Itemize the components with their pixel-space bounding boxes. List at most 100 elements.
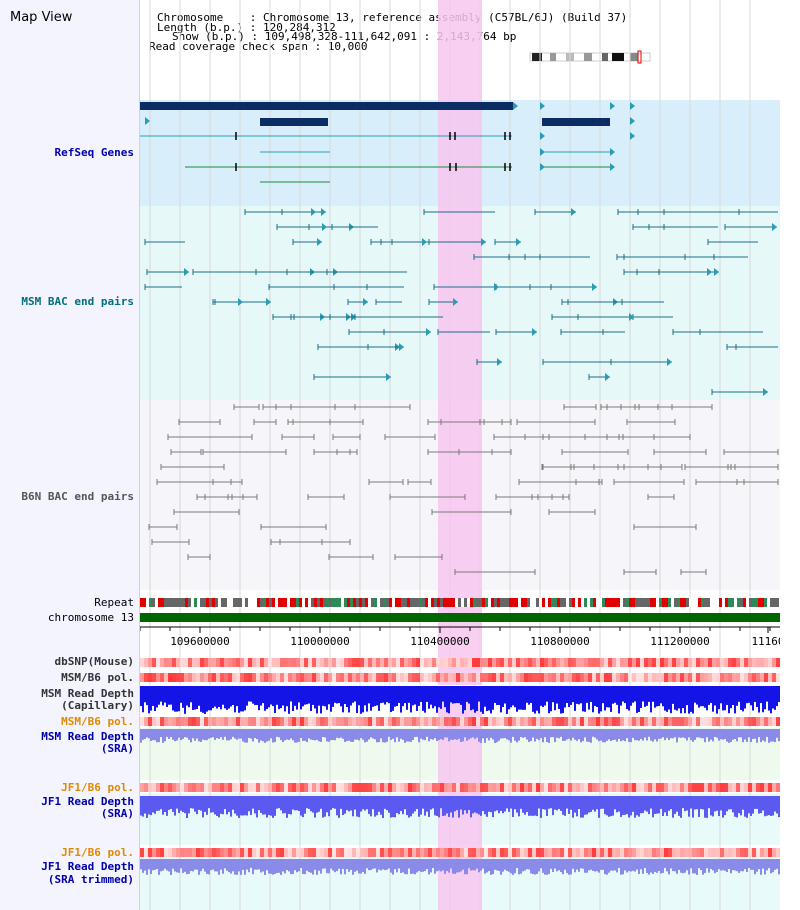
heat-cell xyxy=(540,658,544,667)
jf1-b6-pol-2-label[interactable]: JF1/B6 pol. xyxy=(61,846,134,859)
msm-bac-label[interactable]: MSM BAC end pairs xyxy=(21,295,134,308)
dbsnp-label[interactable]: dbSNP(Mouse) xyxy=(54,655,134,668)
depth-bar xyxy=(560,796,562,811)
heat-cell xyxy=(380,717,384,726)
heat-cell xyxy=(256,673,260,682)
depth-bar xyxy=(774,729,776,743)
depth-bar xyxy=(638,686,640,712)
heat-cell xyxy=(456,658,460,667)
depth-bar xyxy=(366,796,368,810)
repeat-cell xyxy=(353,598,356,607)
depth-bar xyxy=(608,796,610,817)
depth-bar xyxy=(642,729,644,741)
depth-bar xyxy=(374,859,376,869)
depth-bar xyxy=(706,729,708,738)
depth-bar xyxy=(736,859,738,872)
heat-cell xyxy=(208,673,212,682)
jf1-depth-sra-label[interactable]: JF1 Read Depth xyxy=(41,795,134,808)
depth-bar xyxy=(290,729,292,739)
depth-bar xyxy=(206,859,208,874)
heat-cell xyxy=(476,783,480,792)
depth-bar xyxy=(230,859,232,874)
repeat-cell xyxy=(761,598,764,607)
msm-depth-sra-label[interactable]: MSM Read Depth xyxy=(41,730,134,743)
depth-bar xyxy=(742,729,744,743)
depth-bar xyxy=(540,796,542,818)
depth-bar xyxy=(702,729,704,739)
depth-bar xyxy=(360,859,362,874)
depth-bar xyxy=(480,686,482,712)
depth-bar xyxy=(352,796,354,817)
heat-cell xyxy=(256,848,260,857)
heat-cell xyxy=(264,783,268,792)
repeat-cell xyxy=(395,598,398,607)
heat-cell xyxy=(480,658,484,667)
heat-cell xyxy=(612,673,616,682)
heat-cell xyxy=(700,783,704,792)
depth-bar xyxy=(222,686,224,705)
refseq-genes-label[interactable]: RefSeq Genes xyxy=(54,146,134,159)
genome-browser-plot[interactable]: 109600000 110000000 110400000 110800000 1112… xyxy=(140,0,780,910)
heat-cell xyxy=(612,848,616,857)
repeat-cell xyxy=(467,598,470,607)
depth-bar xyxy=(388,859,390,869)
heat-cell xyxy=(332,658,336,667)
heat-cell xyxy=(220,783,224,792)
heat-cell xyxy=(256,783,260,792)
depth-bar xyxy=(562,859,564,875)
repeat-cell xyxy=(437,598,440,607)
read-depth-tracks xyxy=(140,685,780,875)
b6n-bac-label[interactable]: B6N BAC end pairs xyxy=(21,490,134,503)
msm-depth-sra-sub: (SRA) xyxy=(100,742,134,755)
heat-cell xyxy=(464,783,468,792)
heat-cell xyxy=(448,717,452,726)
depth-bar xyxy=(614,686,616,703)
heat-cell xyxy=(368,783,372,792)
msm-b6-pol-2-label[interactable]: MSM/B6 pol. xyxy=(61,715,134,728)
depth-bar xyxy=(208,796,210,809)
depth-bar xyxy=(492,729,494,740)
depth-bar xyxy=(444,729,446,738)
heat-cell xyxy=(596,658,600,667)
heat-cell xyxy=(716,717,720,726)
depth-bar xyxy=(556,859,558,872)
depth-bar xyxy=(554,859,556,869)
jf1-b6-pol-label[interactable]: JF1/B6 pol. xyxy=(61,781,134,794)
heat-cell xyxy=(412,673,416,682)
depth-bar xyxy=(236,859,238,875)
depth-bar xyxy=(636,796,638,816)
repeat-cell xyxy=(170,598,173,607)
depth-bar xyxy=(234,729,236,739)
heat-cell xyxy=(176,673,180,682)
page-title: Map View xyxy=(10,10,73,25)
msm-b6-pol-label[interactable]: MSM/B6 pol. xyxy=(61,671,134,684)
repeat-cell xyxy=(479,598,482,607)
depth-bar xyxy=(402,686,404,707)
msm-depth-capillary-label[interactable]: MSM Read Depth xyxy=(41,687,134,700)
heat-cell xyxy=(228,717,232,726)
depth-bar xyxy=(766,796,768,816)
depth-bar xyxy=(140,859,142,870)
heat-cell xyxy=(600,783,604,792)
heat-cell xyxy=(628,848,632,857)
jf1-depth-trimmed-label[interactable]: JF1 Read Depth xyxy=(41,860,134,873)
depth-bar xyxy=(742,686,744,712)
depth-bar xyxy=(652,796,654,818)
heat-cell xyxy=(676,848,680,857)
heat-cell xyxy=(192,783,196,792)
depth-bar xyxy=(326,796,328,813)
heat-cell xyxy=(472,673,476,682)
heat-cell xyxy=(172,717,176,726)
heat-cell xyxy=(660,717,664,726)
depth-bar xyxy=(292,729,294,741)
depth-bar xyxy=(686,686,688,706)
depth-bar xyxy=(158,729,160,743)
repeat-cell xyxy=(515,598,518,607)
depth-bar xyxy=(714,796,716,812)
depth-bar xyxy=(582,796,584,818)
depth-bar xyxy=(230,686,232,707)
depth-bar xyxy=(740,686,742,710)
depth-bar xyxy=(564,686,566,708)
repeat-cell xyxy=(746,598,749,607)
depth-bar xyxy=(770,859,772,874)
